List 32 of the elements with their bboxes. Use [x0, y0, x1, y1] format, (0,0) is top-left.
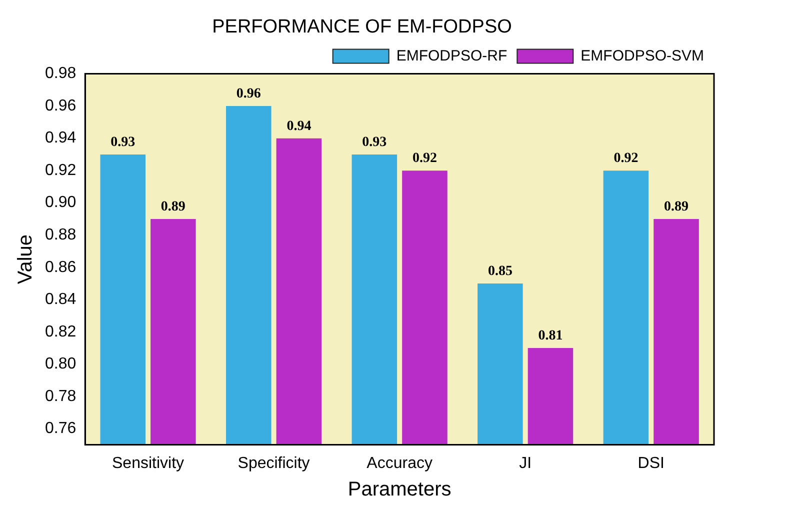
x-axis-title: Parameters — [348, 478, 452, 501]
data-label: 0.85 — [488, 264, 512, 280]
y-tick-label: 0.76 — [45, 420, 76, 438]
data-label: 0.89 — [160, 200, 186, 215]
data-label: 0.93 — [110, 135, 136, 150]
legend-label: EMFODPSO-SVM — [580, 47, 704, 64]
chart-title: PERFORMANCE OF EM-FODPSO — [212, 16, 512, 38]
data-label: 0.89 — [664, 200, 689, 215]
data-label: 0.94 — [286, 118, 312, 134]
y-tick-label: 0.86 — [45, 258, 76, 276]
data-label: 0.92 — [412, 151, 437, 166]
x-tick-label: Sensitivity — [112, 454, 184, 472]
y-tick-label: 0.94 — [45, 130, 76, 147]
y-tick-label: 0.82 — [45, 323, 76, 340]
x-tick-label: JI — [519, 454, 532, 472]
y-tick-label: 0.98 — [45, 65, 76, 82]
x-tick-label: Specificity — [238, 454, 310, 472]
data-label: 0.96 — [236, 86, 261, 102]
y-tick-label: 0.96 — [45, 97, 76, 114]
legend-label: EMFODPSO-RF — [396, 47, 508, 64]
y-tick-label: 0.88 — [45, 226, 76, 244]
x-tick-label: DSI — [638, 454, 664, 472]
y-tick-label: 0.80 — [45, 356, 76, 373]
y-tick-label: 0.78 — [45, 388, 76, 405]
data-label: 0.92 — [614, 151, 638, 166]
y-tick-label: 0.84 — [45, 291, 76, 308]
y-axis-title: Value — [14, 234, 37, 284]
y-tick-label: 0.90 — [45, 194, 76, 212]
x-tick-label: Accuracy — [366, 454, 432, 472]
y-tick-label: 0.92 — [45, 162, 76, 179]
data-label: 0.81 — [538, 328, 563, 344]
data-label: 0.93 — [362, 135, 387, 150]
